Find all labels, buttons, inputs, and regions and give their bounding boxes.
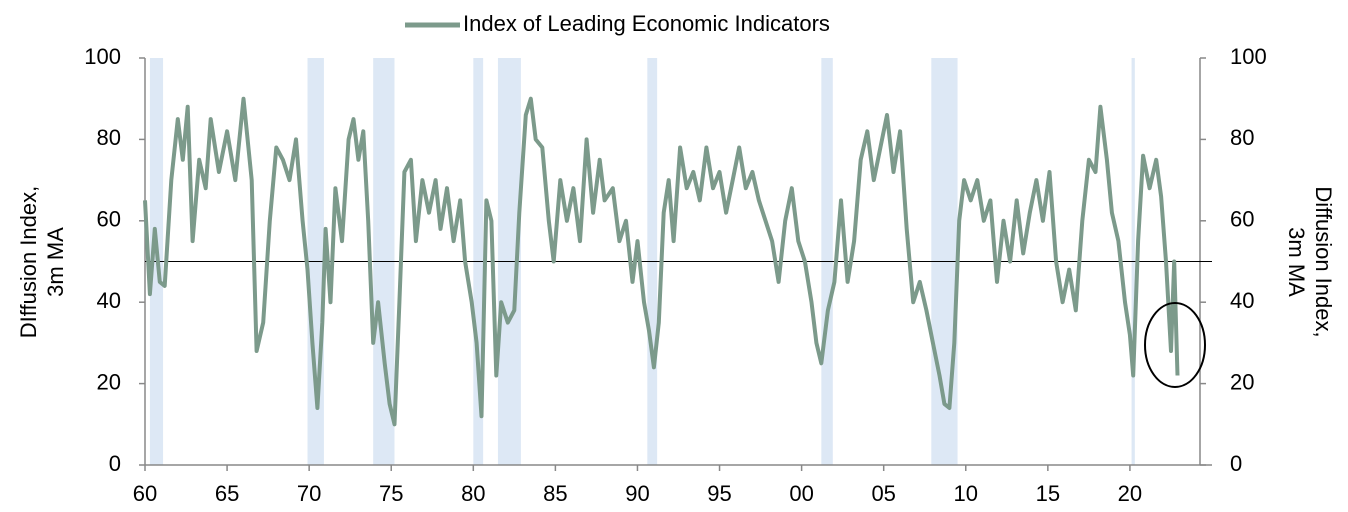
x-tick-label: 20 — [1118, 481, 1142, 506]
y-axis-label: 3m MA — [43, 227, 68, 297]
x-tick-label: 60 — [133, 481, 157, 506]
y2-tick-label: 40 — [1230, 288, 1254, 313]
x-tick-label: 65 — [215, 481, 239, 506]
x-tick-label: 95 — [707, 481, 731, 506]
x-tick-label: 75 — [379, 481, 403, 506]
x-tick-label: 00 — [789, 481, 813, 506]
x-tick-label: 85 — [543, 481, 567, 506]
y2-axis-label: Diffusion Index, — [1311, 186, 1336, 337]
y-tick-label: 20 — [97, 369, 121, 394]
y-tick-label: 80 — [97, 125, 121, 150]
y2-tick-label: 0 — [1230, 451, 1242, 476]
y2-tick-label: 80 — [1230, 125, 1254, 150]
y-tick-label: 40 — [97, 288, 121, 313]
y2-axis-label: 3m MA — [1284, 227, 1309, 297]
x-tick-label: 15 — [1036, 481, 1060, 506]
x-tick-label: 10 — [954, 481, 978, 506]
y-axis-label: DIffusion Index, — [16, 186, 41, 338]
y-tick-label: 100 — [84, 44, 121, 69]
x-tick-label: 80 — [461, 481, 485, 506]
legend-label: Index of Leading Economic Indicators — [463, 11, 830, 36]
y-tick-label: 60 — [97, 207, 121, 232]
y2-tick-label: 60 — [1230, 207, 1254, 232]
y-tick-label: 0 — [109, 451, 121, 476]
x-tick-label: 05 — [871, 481, 895, 506]
highlight-circle — [1144, 302, 1206, 388]
y2-tick-label: 100 — [1230, 44, 1267, 69]
series-line — [143, 96, 1180, 427]
x-tick-label: 70 — [297, 481, 321, 506]
x-tick-label: 90 — [625, 481, 649, 506]
y2-tick-label: 20 — [1230, 369, 1254, 394]
